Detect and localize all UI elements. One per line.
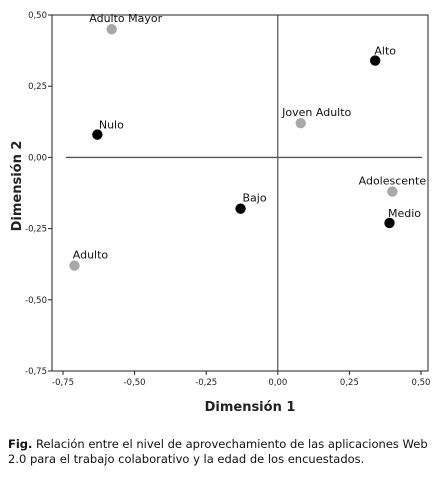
y-tick-label: -0,50 [25, 296, 47, 306]
y-tick-label: 0,25 [28, 82, 47, 92]
point-label: Adulto [73, 249, 109, 262]
x-tick-label: -0,50 [124, 378, 146, 388]
y-axis-title: Dimensión 2 [10, 141, 25, 232]
data-point [384, 217, 395, 229]
plot-area [51, 14, 429, 372]
x-axis-title: Dimensión 1 [205, 400, 296, 415]
scatter-chart: -0,75 -0,50 -0,25 0,00 0,25 0,50 0,50 0,25 0,00 -… [10, 11, 431, 415]
data-point [369, 55, 381, 66]
y-tick-label: -0,75 [25, 367, 47, 377]
point-label: Adulto Mayor [89, 12, 162, 25]
data-point [235, 203, 246, 214]
point-label: Adolescente [359, 175, 427, 188]
data-point [106, 24, 117, 35]
data-point [69, 260, 80, 271]
point-label: Medio [388, 207, 421, 220]
x-tick-label: -0,25 [195, 378, 217, 388]
y-tick-label: -0,25 [25, 225, 47, 235]
figure-caption: Fig. Relación entre el nivel de aprovech… [8, 437, 432, 467]
data-point [387, 186, 398, 197]
point-label: Bajo [243, 192, 267, 205]
x-tick-label: 0,00 [268, 378, 287, 388]
x-tick-label: 0,25 [340, 378, 359, 388]
point-label: Nulo [99, 119, 124, 132]
x-tick-label: -0,75 [52, 378, 74, 388]
y-tick-label: 0,00 [28, 153, 47, 163]
point-label: Alto [374, 45, 396, 58]
y-tick-label: 0,50 [28, 11, 47, 21]
point-label: Joven Adulto [281, 106, 351, 119]
x-tick-label: 0,50 [412, 378, 431, 388]
caption-text: Relación entre el nivel de aprovechamien… [8, 437, 428, 466]
caption-prefix: Fig. [8, 437, 33, 451]
data-point [92, 129, 103, 140]
data-point [295, 118, 306, 129]
